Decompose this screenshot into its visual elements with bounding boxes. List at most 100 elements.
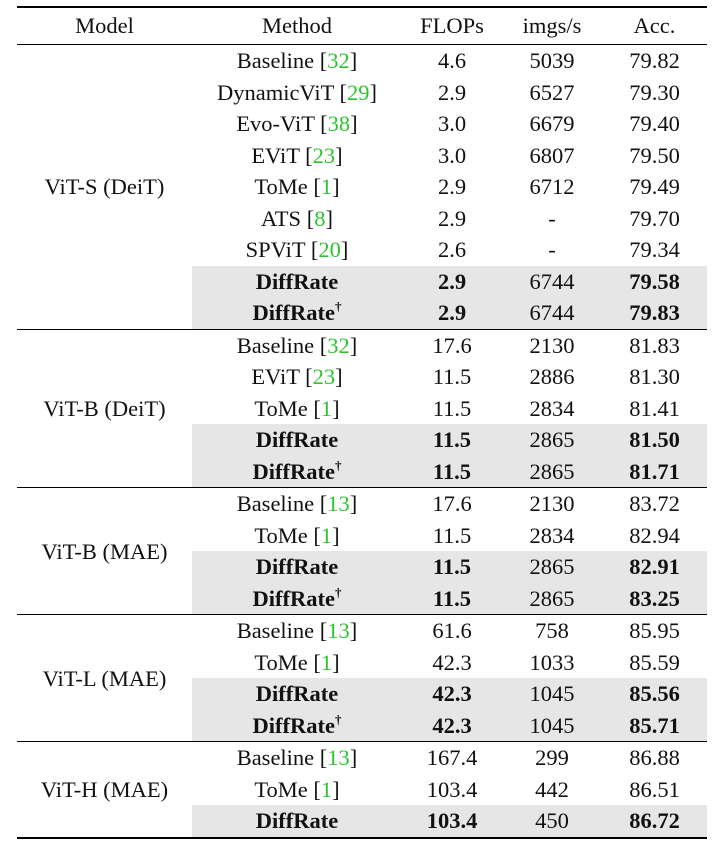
flops-cell: 103.4 [402,805,502,838]
model-group: ViT-B (MAE) Baseline [13] 17.6 2130 83.72 ToM… [17,488,707,615]
accuracy-cell: 79.49 [629,174,680,200]
method-cell: DiffRate† [192,582,402,615]
flops-cell: 17.6 [432,332,472,358]
table-header: Model Method FLOPs imgs/s Acc. [17,7,707,45]
table-row: DiffRate 103.4 450 86.72 [17,805,707,838]
throughput-cell: 2834 [529,395,575,421]
citation-link[interactable]: 32 [327,332,350,358]
dagger-mark: † [334,299,342,315]
flops-cell: 61.6 [432,618,472,644]
table-row: ToMe [1] 42.3 1033 85.59 [17,647,707,679]
method-cell: Baseline [13] [236,491,358,517]
flops-cell: 42.3 [402,709,502,742]
flops-cell: 11.5 [432,395,472,421]
citation-link[interactable]: 32 [327,48,350,74]
citation-link[interactable]: 8 [314,205,326,231]
accuracy-cell: 85.71 [602,709,707,742]
flops-cell: 11.5 [402,424,502,456]
table-row: DiffRate 42.3 1045 85.56 [17,678,707,710]
method-cell: EViT [23] [251,364,343,390]
accuracy-cell: 86.51 [629,776,680,802]
flops-cell: 4.6 [437,48,467,74]
throughput-cell: 5039 [529,48,575,74]
table-row: DiffRate 11.5 2865 81.50 [17,424,707,456]
method-cell: Baseline [13] [236,745,358,771]
table-row: DiffRate† 42.3 1045 85.71 [17,709,707,742]
citation-link[interactable]: 1 [320,395,333,421]
throughput-cell: 1045 [502,678,602,710]
header-accuracy: Acc. [633,13,676,38]
flops-cell: 17.6 [432,491,472,517]
citation-link[interactable]: 13 [327,618,350,644]
citation-link[interactable]: 1 [320,174,333,200]
throughput-cell: 1045 [502,709,602,742]
citation-link[interactable]: 20 [318,237,341,263]
citation-link[interactable]: 1 [320,776,333,802]
method-cell: Baseline [32] [236,48,358,74]
accuracy-cell: 86.72 [602,805,707,838]
method-name: DiffRate [252,300,335,326]
table-row: ToMe [1] 11.5 2834 81.41 [17,393,707,425]
accuracy-cell: 79.30 [629,79,680,105]
model-group: ViT-L (MAE) Baseline [13] 61.6 758 85.95 ToMe… [17,615,707,742]
table-row: DiffRate† 2.9 6744 79.83 [17,297,707,329]
citation-link[interactable]: 1 [320,649,333,675]
accuracy-cell: 79.58 [602,265,707,297]
method-name: Baseline [236,332,315,358]
table-row: DiffRate† 11.5 2865 83.25 [17,582,707,615]
method-name: SPViT [245,237,306,263]
throughput-cell: 2865 [502,582,602,615]
method-name: DiffRate [255,808,339,834]
flops-cell: 2.6 [437,237,467,263]
accuracy-cell: 86.88 [629,745,680,771]
method-cell: EViT [23] [251,142,343,168]
accuracy-cell: 81.30 [629,364,680,390]
flops-cell: 42.3 [432,649,472,675]
accuracy-cell: 81.41 [629,395,680,421]
accuracy-cell: 81.71 [602,455,707,488]
accuracy-cell: 85.95 [629,618,680,644]
table-row: DiffRate† 11.5 2865 81.71 [17,455,707,488]
method-cell: ToMe [1] [254,776,340,802]
table-row: SPViT [20] 2.6 - 79.34 [17,234,707,266]
flops-cell: 2.9 [402,265,502,297]
method-name: ToMe [254,522,308,548]
header-row: Model Method FLOPs imgs/s Acc. [17,7,707,45]
method-cell: DiffRate [192,805,402,838]
method-name: Evo-ViT [236,111,315,137]
accuracy-cell: 85.56 [602,678,707,710]
flops-cell: 11.5 [432,522,472,548]
table-row: DynamicViT [29] 2.9 6527 79.30 [17,77,707,109]
accuracy-cell: 85.59 [629,649,680,675]
model-name-cell: ViT-H (MAE) [40,776,169,802]
model-name-cell: ViT-S (DeiT) [44,174,165,200]
method-name: ToMe [254,776,308,802]
citation-link[interactable]: 29 [347,79,370,105]
method-name: ATS [261,205,302,231]
throughput-cell: 758 [535,618,569,644]
flops-cell: 11.5 [402,582,502,615]
citation-link[interactable]: 23 [312,364,336,390]
accuracy-cell: 81.83 [629,332,680,358]
accuracy-cell: 79.40 [629,111,680,137]
method-cell: Evo-ViT [38] [236,111,358,137]
citation-link[interactable]: 13 [327,745,350,771]
throughput-cell: 2130 [529,491,575,517]
table-row: ViT-S (DeiT) Baseline [32] 4.6 5039 79.82 [17,45,707,199]
header-flops: FLOPs [420,13,484,38]
flops-cell: 11.5 [402,551,502,583]
header-method: Method [262,13,332,38]
citation-link[interactable]: 13 [327,491,350,517]
citation-link[interactable]: 1 [320,522,333,548]
method-cell: SPViT [20] [245,237,349,263]
method-cell: DynamicViT [29] [216,79,378,105]
flops-cell: 2.9 [437,79,467,105]
citation-link[interactable]: 23 [312,142,336,168]
table-row: ViT-L (MAE) Baseline [13] 61.6 758 85.95 [17,615,707,690]
table-row: DiffRate 11.5 2865 82.91 [17,551,707,583]
method-cell: ToMe [1] [254,522,340,548]
throughput-cell: - [548,205,556,231]
citation-link[interactable]: 38 [327,111,351,137]
throughput-cell: 442 [535,776,569,802]
